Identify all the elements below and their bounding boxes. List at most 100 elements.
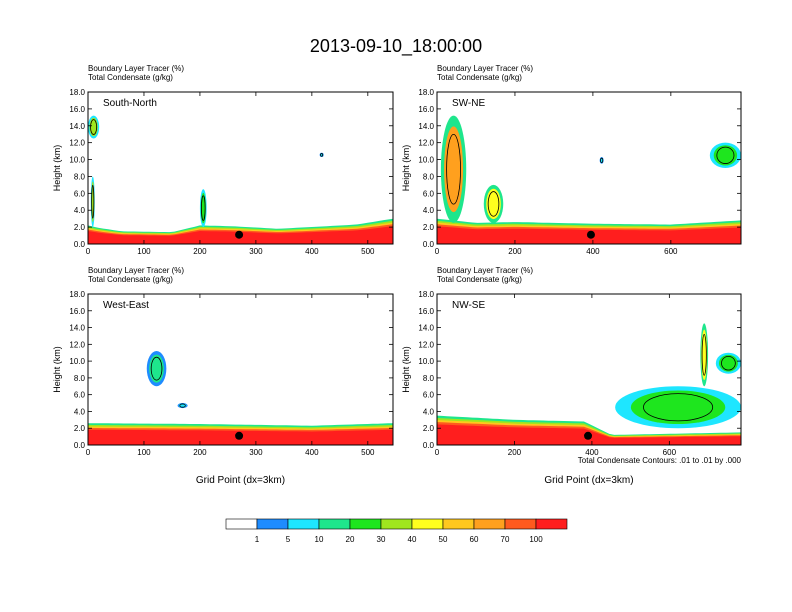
condensate-contour xyxy=(90,119,98,135)
condensate-contour xyxy=(487,191,500,217)
x-tick-label: 400 xyxy=(305,247,319,256)
tracer-blob-inner xyxy=(713,145,738,166)
y-tick-label: 4.0 xyxy=(423,407,435,416)
x-tick-label: 500 xyxy=(361,448,375,457)
y-tick-label: 18.0 xyxy=(418,290,434,299)
y-tick-label: 12.0 xyxy=(69,139,85,148)
y-tick-label: 6.0 xyxy=(423,189,435,198)
colorbar-label: 40 xyxy=(408,535,417,544)
y-tick-label: 16.0 xyxy=(69,105,85,114)
y-tick-label: 0.0 xyxy=(423,441,435,450)
panel-subtitle-line: Total Condensate (g/kg) xyxy=(88,275,173,284)
y-tick-label: 14.0 xyxy=(69,324,85,333)
panel-subtitle-line: Boundary Layer Tracer (%) xyxy=(437,266,533,275)
figure-title: 2013-09-10_18:00:00 xyxy=(310,36,482,57)
y-tick-label: 12.0 xyxy=(69,340,85,349)
contour-footnote: Total Condensate Contours: .01 to .01 by… xyxy=(578,456,742,465)
y-tick-label: 18.0 xyxy=(418,88,434,97)
y-tick-label: 8.0 xyxy=(74,172,86,181)
colorbar-label: 5 xyxy=(286,535,291,544)
x-axis-label: Grid Point (dx=3km) xyxy=(196,475,285,486)
y-axis-label: Height (km) xyxy=(52,346,62,393)
condensate-contour xyxy=(701,333,707,376)
y-tick-label: 0.0 xyxy=(74,240,86,249)
y-tick-label: 12.0 xyxy=(418,139,434,148)
plot-frame xyxy=(436,293,742,446)
panel-subtitle-line: Boundary Layer Tracer (%) xyxy=(437,64,533,73)
x-tick-label: 0 xyxy=(435,247,440,256)
x-tick-label: 600 xyxy=(663,448,677,457)
y-tick-label: 4.0 xyxy=(74,206,86,215)
x-tick-label: 600 xyxy=(664,247,678,256)
y-tick-label: 0.0 xyxy=(74,441,86,450)
colorbar-swatch xyxy=(504,518,537,530)
colorbar-swatch xyxy=(473,518,506,530)
location-marker xyxy=(584,431,593,440)
colorbar: 1 5 10 20 30 40 50 60 70 100 xyxy=(225,518,568,544)
colorbar-swatch xyxy=(225,518,258,530)
y-axis-label: Height (km) xyxy=(401,346,411,393)
plot-frame xyxy=(87,293,394,446)
colorbar-swatch xyxy=(411,518,444,530)
y-axis-label: Height (km) xyxy=(401,145,411,192)
chart-panel-2: Boundary Layer Tracer (%)Total Condensat… xyxy=(401,64,742,256)
tracer-blob-inner xyxy=(149,354,164,383)
x-tick-label: 0 xyxy=(86,247,91,256)
condensate-contour xyxy=(716,146,735,164)
condensate-contour xyxy=(320,153,324,157)
x-tick-label: 100 xyxy=(137,247,151,256)
x-tick-label: 0 xyxy=(86,448,91,457)
colorbar-label: 30 xyxy=(377,535,386,544)
y-tick-label: 18.0 xyxy=(69,88,85,97)
x-tick-label: 100 xyxy=(137,448,151,457)
x-tick-label: 200 xyxy=(193,247,207,256)
y-tick-label: 2.0 xyxy=(423,424,435,433)
y-tick-label: 2.0 xyxy=(74,424,86,433)
panel-label: West-East xyxy=(103,300,149,311)
colorbar-label: 100 xyxy=(529,535,543,544)
y-tick-label: 16.0 xyxy=(418,307,434,316)
y-axis-label: Height (km) xyxy=(52,145,62,192)
y-tick-label: 2.0 xyxy=(74,223,86,232)
location-marker xyxy=(586,230,595,239)
x-tick-label: 300 xyxy=(249,247,263,256)
y-tick-label: 16.0 xyxy=(69,307,85,316)
plot-frame xyxy=(436,91,742,245)
x-tick-label: 200 xyxy=(508,448,522,457)
x-tick-label: 300 xyxy=(249,448,263,457)
panel-subtitle-line: Total Condensate (g/kg) xyxy=(437,73,522,82)
colorbar-label: 70 xyxy=(501,535,510,544)
panel-subtitle-line: Boundary Layer Tracer (%) xyxy=(88,266,184,275)
condensate-contour xyxy=(179,403,186,408)
y-tick-label: 2.0 xyxy=(423,223,435,232)
panel-label: SW-NE xyxy=(452,98,485,109)
condensate-contour xyxy=(643,393,714,422)
y-tick-label: 8.0 xyxy=(74,374,86,383)
chart-panel-1: Boundary Layer Tracer (%)Total Condensat… xyxy=(52,64,394,256)
x-tick-label: 0 xyxy=(435,448,440,457)
y-tick-label: 16.0 xyxy=(418,105,434,114)
y-tick-label: 18.0 xyxy=(69,290,85,299)
chart-panel-4: Boundary Layer Tracer (%) Total Condensat… xyxy=(401,266,742,486)
condensate-contour xyxy=(91,184,95,219)
colorbar-label: 1 xyxy=(255,535,260,544)
x-tick-label: 200 xyxy=(508,247,522,256)
y-tick-label: 10.0 xyxy=(69,156,85,165)
y-tick-label: 8.0 xyxy=(423,374,435,383)
panel-subtitle-line: Boundary Layer Tracer (%) xyxy=(88,64,184,73)
colorbar-swatch xyxy=(287,518,320,530)
y-tick-label: 0.0 xyxy=(423,240,435,249)
chart-panel-3: Boundary Layer Tracer (%)Total Condensat… xyxy=(52,266,394,486)
x-tick-label: 400 xyxy=(585,448,599,457)
panels-group: Boundary Layer Tracer (%)Total Condensat… xyxy=(52,64,742,486)
condensate-contour xyxy=(600,157,604,163)
y-tick-label: 4.0 xyxy=(423,206,435,215)
plot-frame xyxy=(87,91,394,245)
y-tick-label: 14.0 xyxy=(69,122,85,131)
tracer-blob-inner xyxy=(444,126,464,213)
y-tick-label: 14.0 xyxy=(418,122,434,131)
colorbar-swatch xyxy=(380,518,413,530)
colorbar-swatch xyxy=(318,518,351,530)
colorbar-swatch xyxy=(256,518,289,530)
